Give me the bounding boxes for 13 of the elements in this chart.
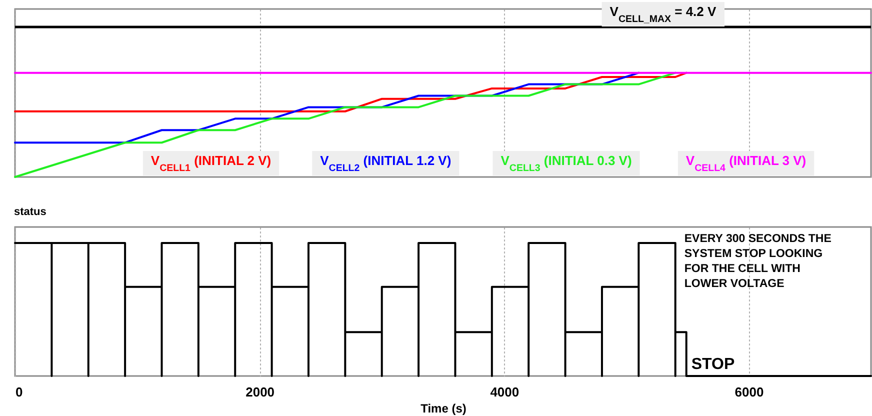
text: V$_{CELL2}$ (INITIAL 1.2 V) (320, 153, 452, 174)
annotation: STOP (691, 356, 735, 373)
annotation: EVERY 300 SECONDS THE SYSTEM STOP LOOKING FOR THE CELL WITH LOWER VOLTAGE (684, 233, 832, 290)
x-axis-title: Time (s) (420, 402, 466, 416)
y-axis-title: status (14, 206, 46, 218)
text: V$_{CELL_MAX}$ = 4.2 V (610, 4, 717, 24)
text: V$_{CELL3}$ (INITIAL 0.3 V) (500, 153, 632, 174)
text: V$_{CELL1}$ (INITIAL 2 V) (150, 153, 272, 174)
x-tick-label: 0 (16, 384, 23, 400)
x-tick-label: 6000 (734, 384, 764, 400)
text: V$_{CELL4}$ (INITIAL 3 V) (686, 153, 806, 174)
x-tick-label: 4000 (490, 384, 520, 400)
x-tick-label: 2000 (246, 384, 275, 400)
